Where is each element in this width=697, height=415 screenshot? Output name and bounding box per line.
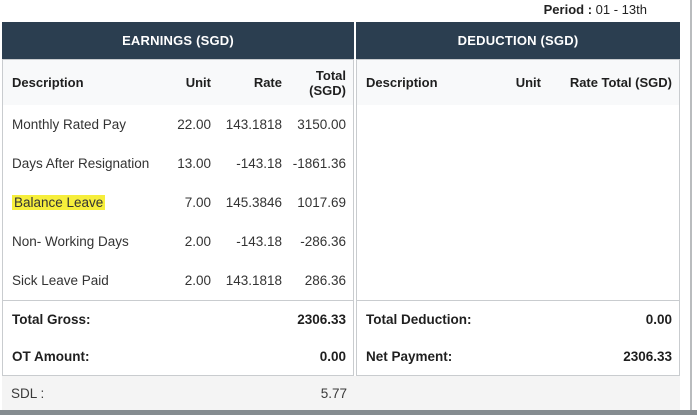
earnings-row-unit: 13.00: [177, 156, 211, 171]
deduction-col-rate: Rate: [569, 75, 598, 90]
ot-amount-value: 0.00: [319, 349, 346, 364]
earnings-row-description: Non- Working Days: [12, 234, 129, 249]
earnings-col-total: Total (SGD): [309, 67, 346, 98]
earnings-row-total: -286.36: [300, 234, 346, 249]
deduction-table: DEDUCTION (SGD) Description Unit Rate To…: [356, 22, 680, 376]
earnings-row-unit: 2.00: [184, 273, 211, 288]
earnings-row-rate: -143.18: [236, 156, 282, 171]
page-right-edge-line: [690, 0, 692, 411]
earnings-body: Description Unit Rate Total (SGD) Monthl…: [2, 59, 354, 376]
earnings-column-header: Description Unit Rate Total (SGD): [3, 60, 353, 105]
earnings-row-unit: 7.00: [184, 195, 211, 210]
earnings-row-description: Days After Resignation: [12, 156, 150, 171]
net-payment-row: Net Payment: 2306.33: [357, 338, 679, 375]
earnings-row-description: Balance Leave: [12, 195, 106, 210]
total-deduction-label: Total Deduction:: [366, 312, 472, 327]
earnings-row: Monthly Rated Pay 22.00 143.1818 3150.00: [3, 105, 353, 144]
earnings-rows: Monthly Rated Pay 22.00 143.1818 3150.00…: [3, 105, 353, 300]
earnings-row-rate: 143.1818: [225, 273, 282, 288]
deduction-rows-empty: [357, 105, 679, 300]
earnings-table: EARNINGS (SGD) Description Unit Rate Tot…: [2, 22, 354, 376]
earnings-row-unit: 22.00: [177, 117, 211, 132]
earnings-row-description: Monthly Rated Pay: [12, 117, 127, 132]
earnings-row-rate: 143.1818: [225, 117, 282, 132]
deduction-body: Description Unit Rate Total (SGD) Total …: [356, 59, 680, 376]
earnings-row-description: Sick Leave Paid: [12, 273, 109, 288]
deduction-col-unit: Unit: [515, 75, 541, 90]
sdl-footer-strip: SDL : 5.77: [2, 376, 680, 410]
page-bottom-edge-line: [0, 410, 697, 415]
earnings-row-total: 3150.00: [297, 117, 346, 132]
net-payment-label: Net Payment:: [366, 349, 453, 364]
earnings-row: Balance Leave 7.00 145.3846 1017.69: [3, 183, 353, 222]
earnings-col-rate: Rate: [253, 75, 282, 90]
earnings-row: Non- Working Days 2.00 -143.18 -286.36: [3, 222, 353, 261]
period-value: 01 - 13th: [595, 2, 647, 17]
deduction-col-description: Description: [366, 75, 438, 90]
total-deduction-value: 0.00: [645, 312, 672, 327]
earnings-row-total: 1017.69: [297, 195, 346, 210]
deduction-title: DEDUCTION (SGD): [356, 22, 680, 59]
earnings-row-total: -1861.36: [292, 156, 346, 171]
total-gross-value: 2306.33: [297, 312, 346, 327]
period-line: Period : 01 - 13th: [544, 2, 647, 17]
ot-amount-label: OT Amount:: [12, 349, 90, 364]
payslip-tables: EARNINGS (SGD) Description Unit Rate Tot…: [2, 22, 680, 410]
deduction-col-total: Total (SGD): [601, 75, 672, 90]
earnings-row-unit: 2.00: [184, 234, 211, 249]
earnings-col-unit: Unit: [185, 75, 211, 90]
total-gross-label: Total Gross:: [12, 312, 91, 327]
total-gross-row: Total Gross: 2306.33: [3, 301, 353, 338]
ot-amount-row: OT Amount: 0.00: [3, 338, 353, 375]
earnings-row: Sick Leave Paid 2.00 143.1818 286.36: [3, 261, 353, 300]
earnings-totals: Total Gross: 2306.33 OT Amount: 0.00: [3, 300, 353, 375]
deduction-column-header: Description Unit Rate Total (SGD): [357, 60, 679, 105]
deduction-totals: Total Deduction: 0.00 Net Payment: 2306.…: [357, 300, 679, 375]
earnings-row-rate: -143.18: [236, 234, 282, 249]
earnings-col-description: Description: [12, 75, 84, 90]
earnings-row-total: 286.36: [304, 273, 346, 288]
total-deduction-row: Total Deduction: 0.00: [357, 301, 679, 338]
earnings-row: Days After Resignation 13.00 -143.18 -18…: [3, 144, 353, 183]
net-payment-value: 2306.33: [623, 349, 672, 364]
period-label: Period :: [543, 2, 593, 17]
earnings-title: EARNINGS (SGD): [2, 22, 354, 59]
earnings-row-rate: 145.3846: [225, 195, 282, 210]
sdl-label: SDL :: [11, 385, 45, 401]
sdl-value: 5.77: [320, 385, 347, 401]
